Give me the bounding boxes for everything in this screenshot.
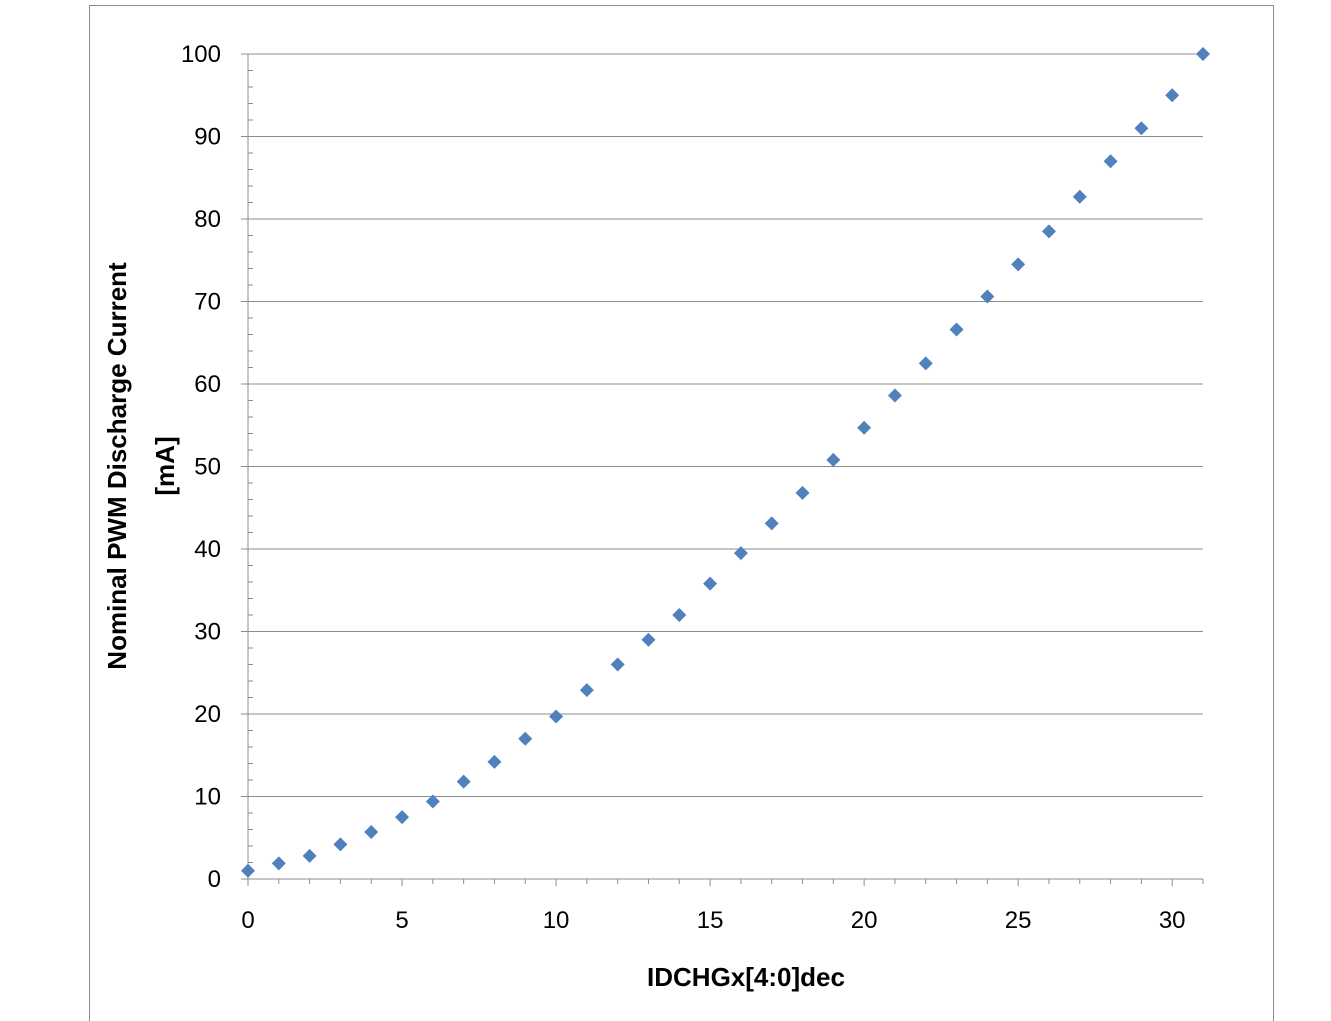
data-point: [1103, 154, 1118, 169]
data-points: [241, 47, 1210, 878]
data-point: [826, 452, 841, 467]
data-point: [579, 683, 594, 698]
data-point: [1196, 47, 1210, 61]
y-axis-title-group: Nominal PWM Discharge Current [mA]: [102, 262, 180, 670]
data-point: [333, 837, 348, 852]
y-tick-label: 40: [194, 536, 221, 563]
y-axis-title-line-1: Nominal PWM Discharge Current: [102, 262, 132, 670]
chart-frame: [89, 5, 1274, 1021]
data-point: [887, 388, 902, 403]
data-point: [1011, 257, 1026, 272]
y-tick-label: 90: [194, 124, 221, 151]
data-point: [949, 322, 964, 337]
data-point: [518, 731, 533, 746]
data-point: [549, 709, 564, 724]
data-point: [1041, 224, 1056, 239]
data-point: [364, 824, 379, 839]
x-tick-label: 20: [851, 907, 878, 934]
data-point: [1134, 121, 1149, 136]
data-point: [918, 356, 933, 371]
data-point: [980, 289, 995, 304]
y-tick-label: 80: [194, 206, 221, 233]
y-axis-title-line-2: [mA]: [150, 436, 180, 495]
data-point: [672, 608, 687, 622]
data-point: [241, 863, 255, 878]
data-point: [271, 856, 286, 871]
data-point: [302, 848, 317, 863]
data-point: [1165, 88, 1180, 103]
x-tick-label: 15: [697, 907, 724, 934]
y-tick-label: 0: [208, 866, 221, 893]
x-tick-label: 30: [1159, 907, 1186, 934]
y-tick-label: 10: [194, 784, 221, 811]
data-point: [795, 485, 810, 500]
y-tick-label: 60: [194, 371, 221, 398]
x-tick-label: 10: [543, 907, 570, 934]
data-point: [641, 632, 656, 647]
data-point: [733, 546, 748, 561]
data-point: [1072, 189, 1087, 204]
data-point: [764, 516, 779, 531]
data-point: [703, 576, 718, 591]
y-tick-labels: 0 10 20 30 40 50 60 70 80 90 100: [181, 41, 221, 893]
x-axis-title: IDCHGx[4:0]dec: [647, 962, 845, 992]
axes: [241, 53, 1204, 886]
x-tick-label: 5: [395, 907, 408, 934]
y-tick-label: 30: [194, 619, 221, 646]
data-point: [395, 810, 410, 825]
y-tick-label: 50: [194, 454, 221, 481]
x-tick-label: 25: [1005, 907, 1032, 934]
gridlines: [248, 53, 1203, 880]
y-tick-label: 20: [194, 701, 221, 728]
y-tick-label: 100: [181, 41, 221, 68]
data-point: [610, 657, 625, 672]
data-point: [857, 420, 872, 435]
data-point: [487, 754, 502, 769]
x-tick-labels: 0 5 10 15 20 25 30: [241, 907, 1185, 934]
data-point: [425, 794, 440, 809]
y-tick-label: 70: [194, 289, 221, 316]
data-point: [456, 774, 471, 789]
x-tick-label: 0: [241, 907, 254, 934]
